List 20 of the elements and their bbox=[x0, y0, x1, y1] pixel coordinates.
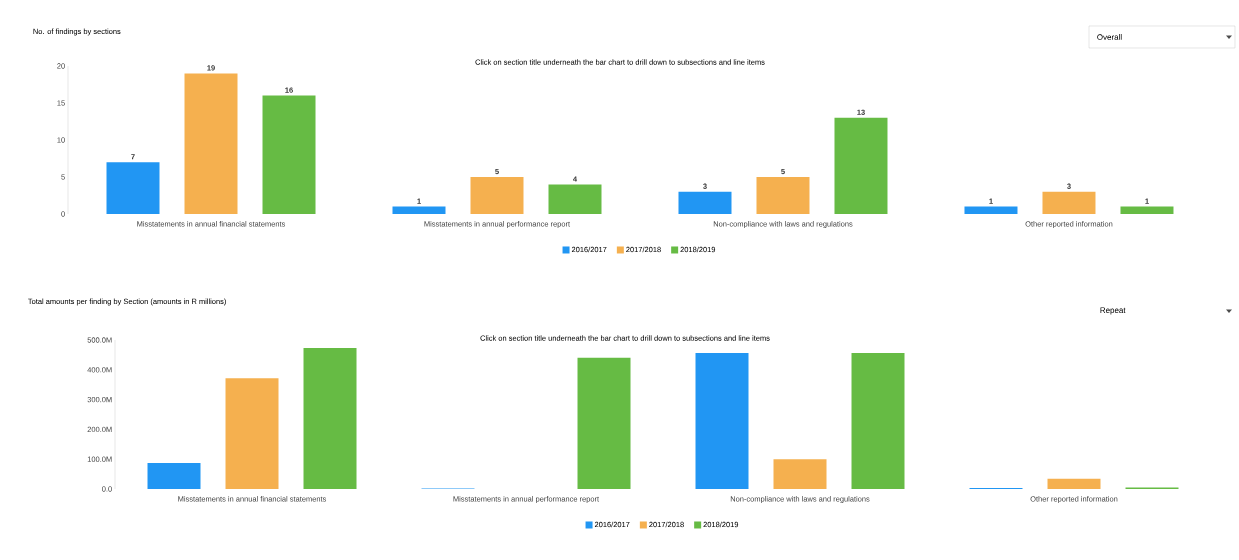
bar bbox=[392, 206, 446, 214]
bar bbox=[756, 176, 810, 214]
bar bbox=[184, 73, 238, 214]
bar bbox=[470, 176, 524, 214]
bar bbox=[851, 353, 905, 489]
bar bbox=[678, 191, 732, 214]
bar bbox=[225, 378, 279, 489]
bar bbox=[303, 348, 357, 489]
bar bbox=[1047, 478, 1101, 489]
bar bbox=[834, 117, 888, 214]
bar bbox=[695, 353, 749, 489]
bar bbox=[773, 459, 827, 489]
bar bbox=[577, 357, 631, 489]
bar bbox=[1120, 206, 1174, 214]
bar bbox=[147, 463, 201, 489]
bar bbox=[548, 184, 602, 214]
bar bbox=[262, 95, 316, 214]
bar bbox=[106, 162, 160, 214]
bar bbox=[1042, 191, 1096, 214]
bar bbox=[964, 206, 1018, 214]
